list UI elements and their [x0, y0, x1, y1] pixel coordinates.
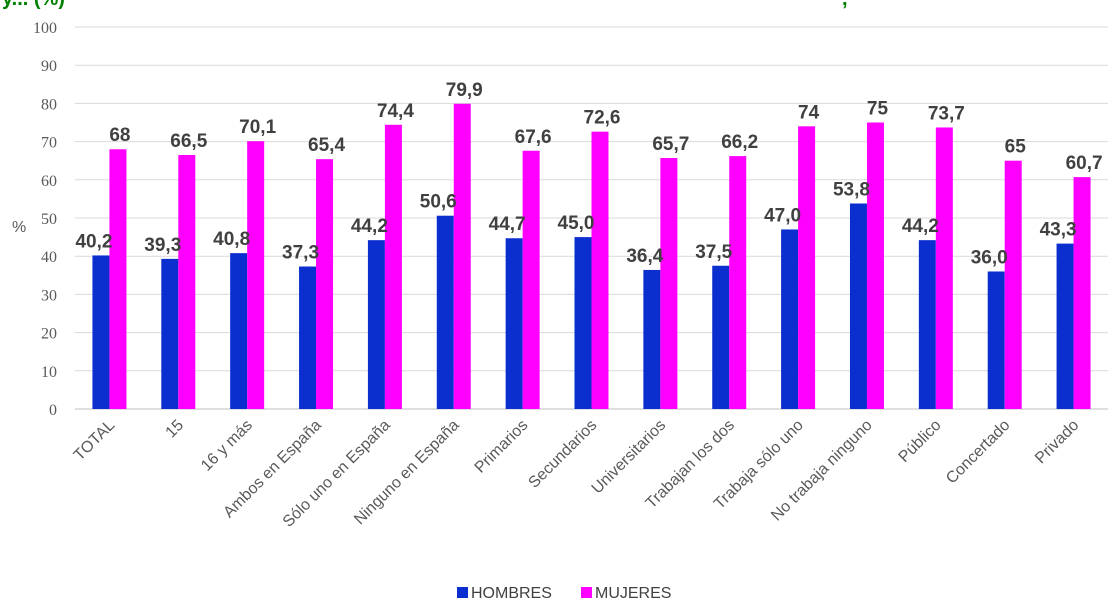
data-label-mujeres: 66,2 — [721, 132, 758, 153]
bar-mujeres — [178, 154, 196, 409]
bar-hombres — [712, 265, 730, 409]
y-tick-label: 20 — [41, 326, 57, 343]
data-label-hombres: 44,2 — [902, 216, 939, 237]
bar-mujeres — [866, 122, 884, 409]
y-axis-ticks: 0 10 20 30 40 50 60 70 80 90 100 — [33, 20, 57, 419]
data-label-hombres: 45,0 — [558, 213, 595, 234]
data-label-mujeres: 70,1 — [239, 117, 276, 138]
bar-mujeres — [729, 156, 747, 409]
y-tick-label: 40 — [41, 249, 57, 266]
y-tick-label: 50 — [41, 211, 57, 228]
data-label-mujeres: 74 — [798, 102, 820, 123]
data-label-hombres: 53,8 — [833, 179, 870, 200]
legend: HOMBRES MUJERES — [457, 585, 671, 601]
data-label-hombres: 40,8 — [213, 229, 250, 250]
bar-hombres — [505, 238, 523, 409]
data-label-hombres: 37,3 — [282, 243, 319, 264]
bar-hombres — [161, 258, 179, 409]
bar-mujeres — [384, 124, 402, 410]
legend-swatch-mujeres — [581, 587, 592, 598]
bar-hombres — [987, 271, 1005, 409]
bar-mujeres — [522, 150, 540, 409]
bar-hombres — [643, 269, 661, 409]
y-tick-label: 0 — [49, 402, 57, 419]
x-tick-label: Público — [896, 417, 945, 466]
data-label-hombres: 44,2 — [351, 216, 388, 237]
bar-hombres — [367, 240, 385, 409]
y-tick-label: 80 — [41, 96, 57, 113]
bar-hombres — [92, 255, 110, 409]
bar-mujeres — [316, 159, 334, 409]
y-tick-label: 100 — [33, 20, 57, 37]
data-label-hombres: 39,3 — [144, 235, 181, 256]
data-label-hombres: 43,3 — [1040, 220, 1077, 241]
bar-hombres — [849, 203, 867, 409]
bar-hombres — [918, 240, 936, 409]
x-tick-label: Primarios — [472, 417, 532, 477]
data-label-mujeres: 65 — [1005, 137, 1027, 158]
x-tick-label: 15 — [163, 417, 188, 442]
chart-title-fragment-right: , — [842, 0, 848, 10]
x-tick-label: 16 y más — [198, 417, 256, 475]
data-label-mujeres: 67,6 — [515, 127, 552, 148]
data-label-hombres: 37,5 — [695, 242, 732, 263]
bar-hombres — [436, 215, 454, 409]
bar-hombres — [1056, 243, 1074, 409]
data-label-hombres: 44,7 — [489, 214, 526, 235]
y-tick-label: 10 — [41, 364, 57, 381]
data-labels: 40,2 68 39,3 66,5 40,8 70,1 37,3 65,4 44,2 74,4 50… — [75, 80, 1102, 269]
data-label-mujeres: 73,7 — [928, 103, 965, 124]
data-label-hombres: 36,0 — [971, 247, 1008, 268]
data-label-hombres: 47,0 — [764, 205, 801, 226]
bar-hombres — [781, 229, 799, 409]
data-label-hombres: 50,6 — [420, 192, 457, 213]
data-label-mujeres: 60,7 — [1066, 153, 1103, 174]
y-tick-label: 90 — [41, 58, 57, 75]
bar-mujeres — [453, 103, 471, 410]
x-tick-label: TOTAL — [71, 417, 119, 465]
bar-hombres — [574, 237, 592, 409]
bar-mujeres — [660, 158, 678, 409]
y-tick-label: 30 — [41, 287, 57, 304]
bar-mujeres — [247, 141, 265, 409]
bars — [92, 103, 1091, 410]
data-label-mujeres: 75 — [867, 99, 889, 120]
legend-label-mujeres: MUJERES — [595, 585, 671, 601]
bar-hombres — [230, 253, 248, 409]
x-tick-label: Privado — [1032, 417, 1082, 467]
bar-mujeres — [798, 126, 816, 409]
y-tick-label: 60 — [41, 173, 57, 190]
x-tick-label: Secundarios — [525, 417, 600, 492]
bar-mujeres — [109, 149, 127, 410]
x-tick-label: Concertado — [943, 417, 1014, 488]
legend-swatch-hombres — [457, 587, 468, 598]
bar-mujeres — [1073, 177, 1091, 409]
bar-mujeres — [1004, 160, 1022, 409]
data-label-hombres: 36,4 — [626, 246, 663, 267]
legend-label-hombres: HOMBRES — [471, 585, 552, 601]
data-label-hombres: 40,2 — [75, 231, 112, 252]
chart-title-fragment-left: y... (%) — [2, 0, 65, 10]
data-label-mujeres: 65,4 — [308, 135, 345, 156]
bar-mujeres — [935, 127, 953, 409]
bar-hombres — [299, 266, 317, 409]
y-axis-label: % — [12, 219, 26, 236]
data-label-mujeres: 74,4 — [377, 101, 414, 122]
data-label-mujeres: 72,6 — [584, 108, 621, 129]
data-label-mujeres: 68 — [109, 125, 130, 146]
data-label-mujeres: 65,7 — [652, 134, 689, 155]
bar-mujeres — [591, 131, 609, 409]
y-tick-label: 70 — [41, 135, 57, 152]
data-label-mujeres: 66,5 — [170, 131, 207, 152]
data-label-mujeres: 79,9 — [446, 80, 483, 101]
